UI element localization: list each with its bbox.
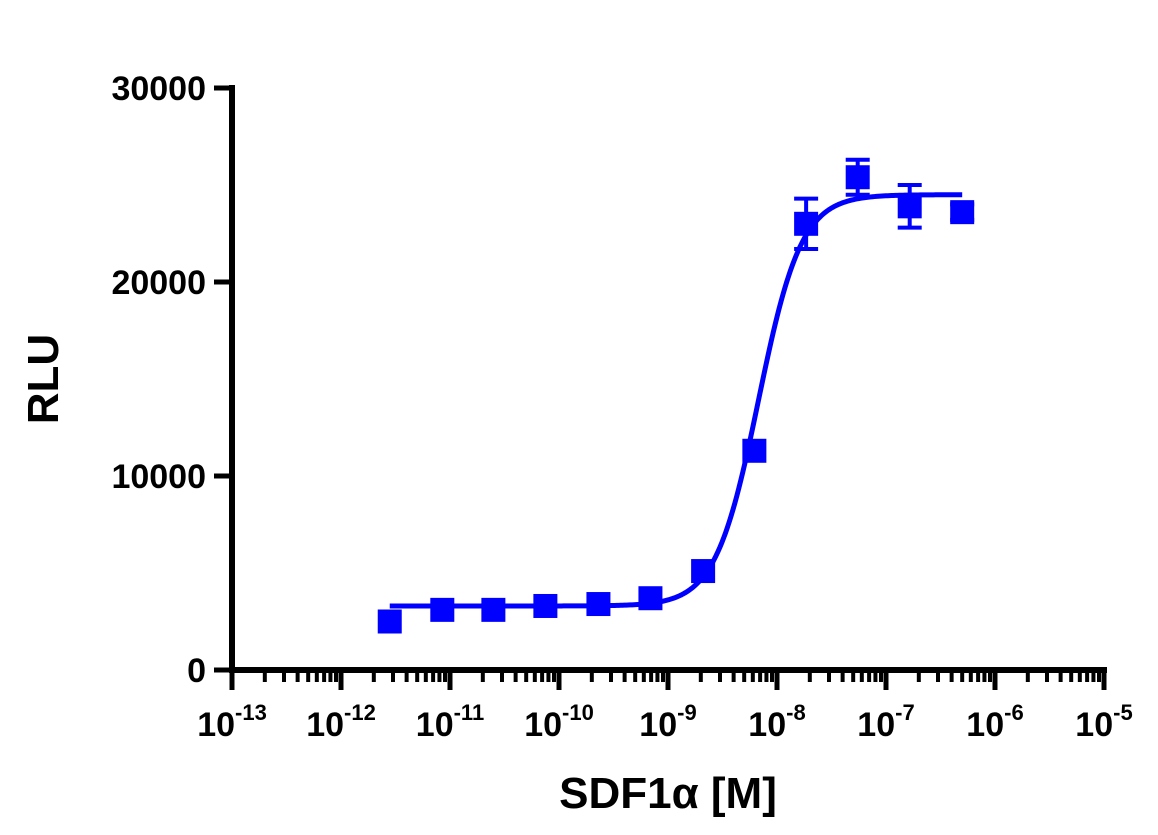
data-point <box>794 211 819 236</box>
x-tick-exponent: -7 <box>895 700 915 725</box>
x-tick-label: 10-5 <box>1075 700 1132 744</box>
fit-curve-group <box>389 192 963 609</box>
x-tick-exponent: -12 <box>344 700 376 725</box>
data-point <box>481 597 506 622</box>
x-tick-base: 10 <box>966 706 1004 744</box>
x-tick-base: 10 <box>306 706 344 744</box>
data-point <box>430 597 455 622</box>
x-tick-label: 10-8 <box>748 700 805 744</box>
x-tick-exponent: -11 <box>454 700 485 725</box>
y-tick-label: 10000 <box>111 458 206 496</box>
x-tick-exponent: -6 <box>1004 700 1024 725</box>
x-tick-label: 10-13 <box>197 700 267 744</box>
data-point <box>377 609 402 634</box>
x-tick-label: 10-11 <box>416 700 484 744</box>
x-tick-base: 10 <box>416 706 454 744</box>
x-tick-base: 10 <box>748 706 786 744</box>
x-axis-title: SDF1α [M] <box>559 769 777 818</box>
data-point <box>638 586 663 611</box>
data-point <box>742 438 767 463</box>
x-tick-label: 10-7 <box>857 700 914 744</box>
x-tick-label: 10-10 <box>524 700 594 744</box>
data-point <box>691 559 716 584</box>
x-tick-label: 10-12 <box>306 700 376 744</box>
data-points <box>377 157 975 634</box>
y-tick-label: 20000 <box>111 264 206 302</box>
data-point <box>586 592 611 617</box>
axes <box>229 85 1107 673</box>
data-point <box>950 200 975 225</box>
x-tick-exponent: -5 <box>1113 700 1133 725</box>
data-point <box>533 593 558 618</box>
y-tick-label: 30000 <box>111 70 206 108</box>
x-tick-exponent: -8 <box>786 700 806 725</box>
x-tick-label: 10-6 <box>966 700 1023 744</box>
x-tick-base: 10 <box>197 706 235 744</box>
x-tick-base: 10 <box>524 706 562 744</box>
x-tick-exponent: -13 <box>235 700 267 725</box>
x-tick-base: 10 <box>639 706 677 744</box>
x-tick-base: 10 <box>1075 706 1113 744</box>
data-point <box>897 194 922 219</box>
x-tick-exponent: -9 <box>677 700 697 725</box>
y-tick-label: 0 <box>187 652 206 690</box>
fit-curve <box>389 192 963 609</box>
y-axis-title: RLU <box>19 334 68 424</box>
data-point <box>845 165 870 190</box>
x-tick-base: 10 <box>857 706 895 744</box>
x-tick-exponent: -10 <box>562 700 594 725</box>
x-tick-label: 10-9 <box>639 700 696 744</box>
